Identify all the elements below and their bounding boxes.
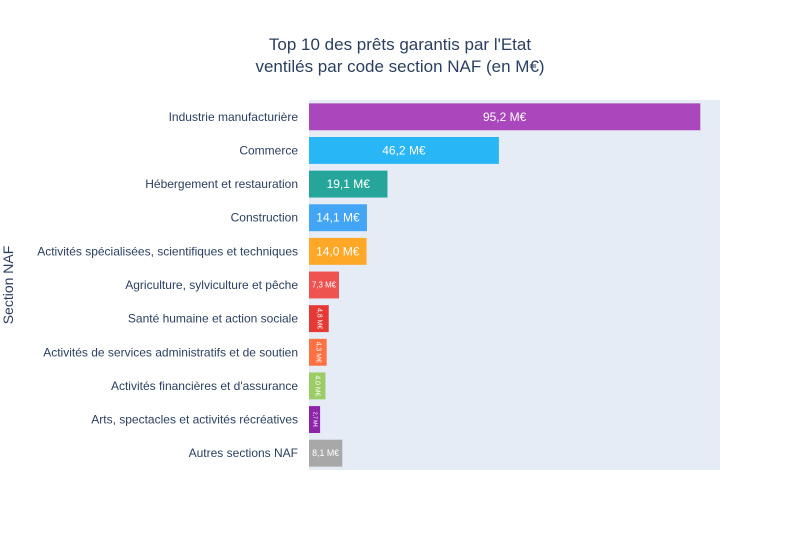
bar[interactable]: [309, 170, 388, 198]
category-label: Commerce: [239, 143, 298, 157]
bar-value-label: 14,0 M€: [316, 244, 360, 258]
category-label: Santé humaine et action sociale: [128, 312, 298, 326]
bar-value-label: 4,3 M€: [314, 342, 321, 363]
category-label: Arts, spectacles et activités récréative…: [91, 413, 298, 427]
chart-title-line-2: ventilés par code section NAF (en M€): [255, 57, 544, 76]
bar-value-label: 14,1 M€: [316, 211, 360, 225]
bar-value-label: 4,0 M€: [314, 375, 321, 396]
bar[interactable]: [309, 406, 321, 433]
category-label: Activités financières et d'assurance: [111, 379, 298, 393]
category-label: Industrie manufacturière: [169, 110, 299, 124]
bar-value-label: 2,7 M€: [312, 412, 318, 428]
category-label: Autres sections NAF: [189, 446, 298, 460]
bar-value-label: 46,2 M€: [382, 143, 426, 157]
bar-value-label: 19,1 M€: [327, 177, 371, 191]
chart-title-line-1: Top 10 des prêts garantis par l'Etat: [269, 35, 531, 54]
category-label: Hébergement et restauration: [145, 177, 298, 191]
y-axis-title: Section NAF: [0, 246, 16, 325]
bar-value-label: 7,3 M€: [312, 281, 337, 290]
bar[interactable]: [309, 271, 340, 299]
category-label: Activités de services administratifs et …: [43, 345, 298, 359]
bar[interactable]: [309, 305, 329, 333]
category-label: Activités spécialisées, scientifiques et…: [37, 244, 298, 258]
bar[interactable]: [309, 372, 326, 400]
bar[interactable]: [309, 237, 367, 265]
bar-value-label: 8,1 M€: [312, 448, 339, 458]
bar[interactable]: [309, 204, 367, 232]
bar[interactable]: [309, 103, 701, 131]
category-label: Agriculture, sylviculture et pêche: [125, 278, 298, 292]
bar[interactable]: [309, 137, 499, 164]
bar-value-label: 4,8 M€: [315, 308, 322, 329]
bar-value-label: 95,2 M€: [483, 110, 527, 124]
bar[interactable]: [309, 439, 343, 467]
bar[interactable]: [309, 338, 327, 366]
category-label: Construction: [231, 211, 298, 225]
